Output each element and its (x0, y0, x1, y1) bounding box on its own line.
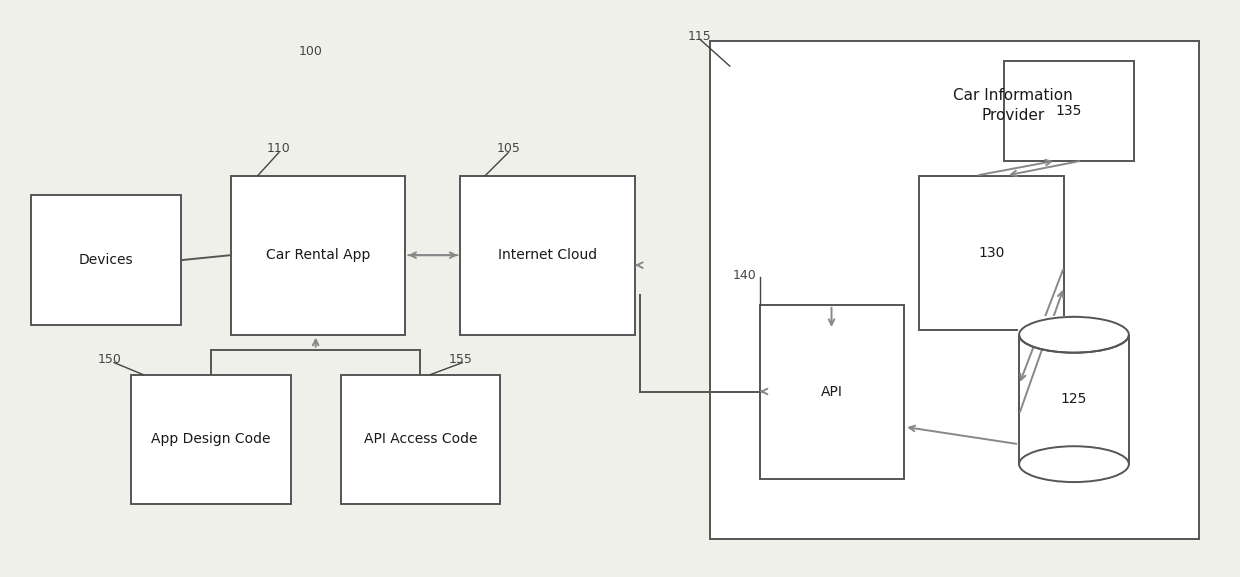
Ellipse shape (1019, 317, 1128, 353)
Text: 150: 150 (97, 353, 122, 366)
Text: 140: 140 (733, 268, 756, 282)
Text: 135: 135 (1055, 104, 1083, 118)
Text: 130: 130 (978, 246, 1004, 260)
Bar (1004, 61, 1133, 160)
Bar (760, 305, 904, 479)
Bar (231, 175, 405, 335)
Text: 110: 110 (267, 142, 290, 155)
Text: Internet Cloud: Internet Cloud (498, 248, 598, 262)
Bar (460, 175, 635, 335)
Text: 100: 100 (299, 44, 322, 58)
Bar (31, 196, 181, 325)
Text: 105: 105 (496, 142, 521, 155)
Bar (131, 374, 290, 504)
Text: 115: 115 (688, 30, 712, 43)
Bar (1018, 316, 1130, 335)
Text: Car Information
Provider: Car Information Provider (954, 88, 1073, 123)
Text: App Design Code: App Design Code (151, 432, 270, 446)
Text: 125: 125 (1060, 392, 1087, 406)
Bar (709, 41, 1199, 539)
Text: API Access Code: API Access Code (363, 432, 477, 446)
Text: 155: 155 (449, 353, 472, 366)
Bar (341, 374, 500, 504)
Bar (1019, 335, 1128, 464)
Text: API: API (821, 385, 843, 399)
Text: Devices: Devices (79, 253, 134, 267)
Bar (919, 175, 1064, 330)
Ellipse shape (1019, 446, 1128, 482)
Text: Car Rental App: Car Rental App (267, 248, 371, 262)
